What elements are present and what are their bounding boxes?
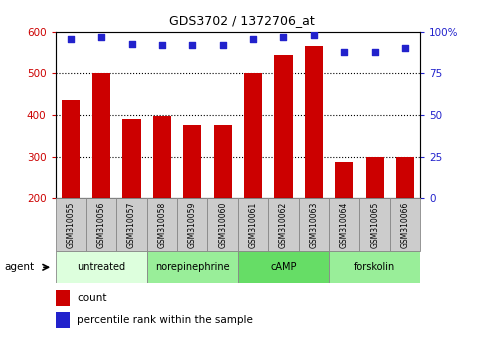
Point: [310, 32, 318, 38]
Bar: [56, 312, 70, 328]
Bar: [335, 162, 354, 198]
Bar: [56, 290, 70, 306]
Point: [249, 36, 257, 41]
Text: GSM310057: GSM310057: [127, 201, 136, 248]
Text: GSM310055: GSM310055: [66, 201, 75, 248]
Text: count: count: [77, 293, 107, 303]
Bar: [183, 125, 201, 198]
Bar: [147, 198, 177, 251]
Bar: [56, 198, 86, 251]
Point: [341, 49, 348, 55]
Text: GSM310062: GSM310062: [279, 202, 288, 248]
Text: GSM310058: GSM310058: [157, 202, 167, 248]
Bar: [208, 198, 238, 251]
Text: GDS3702 / 1372706_at: GDS3702 / 1372706_at: [169, 14, 314, 27]
Bar: [305, 46, 323, 198]
Point: [401, 46, 409, 51]
Bar: [238, 251, 329, 283]
Bar: [147, 251, 238, 283]
Bar: [274, 55, 293, 198]
Point: [97, 34, 105, 40]
Point: [371, 49, 379, 55]
Bar: [62, 100, 80, 198]
Point: [280, 34, 287, 40]
Point: [128, 41, 135, 46]
Point: [158, 42, 166, 48]
Bar: [238, 198, 268, 251]
Bar: [56, 251, 147, 283]
Text: untreated: untreated: [77, 262, 125, 272]
Bar: [329, 251, 420, 283]
Text: agent: agent: [5, 262, 35, 272]
Bar: [298, 198, 329, 251]
Text: percentile rank within the sample: percentile rank within the sample: [77, 315, 253, 325]
Bar: [390, 198, 420, 251]
Text: GSM310066: GSM310066: [400, 201, 410, 248]
Bar: [244, 74, 262, 198]
Text: norepinephrine: norepinephrine: [155, 262, 229, 272]
Point: [67, 36, 74, 41]
Bar: [366, 156, 384, 198]
Text: GSM310065: GSM310065: [370, 201, 379, 248]
Point: [219, 42, 227, 48]
Text: GSM310056: GSM310056: [97, 201, 106, 248]
Bar: [116, 198, 147, 251]
Bar: [359, 198, 390, 251]
Text: forskolin: forskolin: [354, 262, 395, 272]
Text: GSM310060: GSM310060: [218, 201, 227, 248]
Bar: [396, 156, 414, 198]
Bar: [86, 198, 116, 251]
Bar: [122, 119, 141, 198]
Bar: [213, 125, 232, 198]
Bar: [92, 74, 110, 198]
Text: GSM310061: GSM310061: [249, 202, 257, 248]
Bar: [153, 116, 171, 198]
Text: cAMP: cAMP: [270, 262, 297, 272]
Bar: [268, 198, 298, 251]
Bar: [177, 198, 208, 251]
Point: [188, 42, 196, 48]
Text: GSM310063: GSM310063: [309, 201, 318, 248]
Bar: [329, 198, 359, 251]
Text: GSM310064: GSM310064: [340, 201, 349, 248]
Text: GSM310059: GSM310059: [188, 201, 197, 248]
